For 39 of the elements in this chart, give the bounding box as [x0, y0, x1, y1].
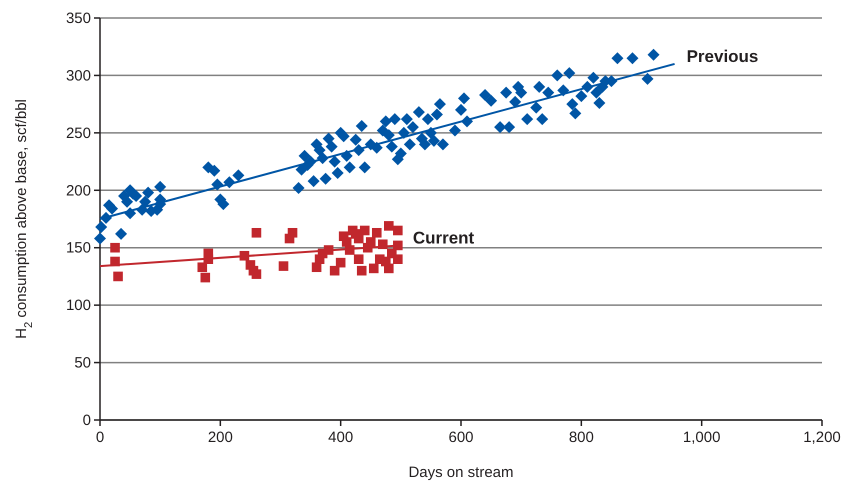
y-tick-label: 0: [82, 412, 91, 429]
y-tick-label: 100: [66, 297, 91, 314]
x-tick-label: 600: [448, 429, 474, 446]
point: [354, 254, 364, 264]
point: [384, 221, 394, 231]
point: [252, 269, 262, 279]
point: [252, 228, 262, 238]
point: [200, 272, 210, 282]
point: [110, 242, 120, 253]
y-tick-label: 350: [66, 10, 91, 27]
point: [360, 226, 370, 236]
point: [372, 228, 382, 238]
x-tick-label: 200: [208, 429, 233, 446]
point: [330, 266, 340, 276]
x-tick-label: 800: [568, 429, 594, 446]
point: [384, 264, 394, 274]
x-tick-label: 1,000: [682, 429, 720, 446]
point: [354, 234, 364, 244]
point: [393, 254, 403, 264]
point: [393, 226, 403, 236]
point: [197, 262, 208, 272]
point: [336, 258, 346, 268]
point: [356, 266, 367, 276]
y-tick-label: 250: [66, 124, 91, 142]
point: [368, 264, 379, 274]
x-axis-title: Days on stream: [408, 464, 514, 481]
point: [284, 234, 294, 244]
x-tick-label: 0: [96, 429, 104, 446]
y-tick-label: 200: [66, 182, 91, 200]
series-label: Previous: [686, 46, 758, 66]
series-label: Current: [412, 228, 475, 248]
point: [366, 237, 376, 247]
point: [113, 272, 123, 282]
y-tick-label: 300: [66, 67, 91, 84]
point: [278, 261, 288, 271]
y-tick-label: 50: [74, 354, 91, 372]
x-tick-label: 1,200: [803, 429, 841, 446]
y-tick-label: 150: [66, 240, 91, 257]
x-tick-label: 400: [328, 429, 354, 446]
